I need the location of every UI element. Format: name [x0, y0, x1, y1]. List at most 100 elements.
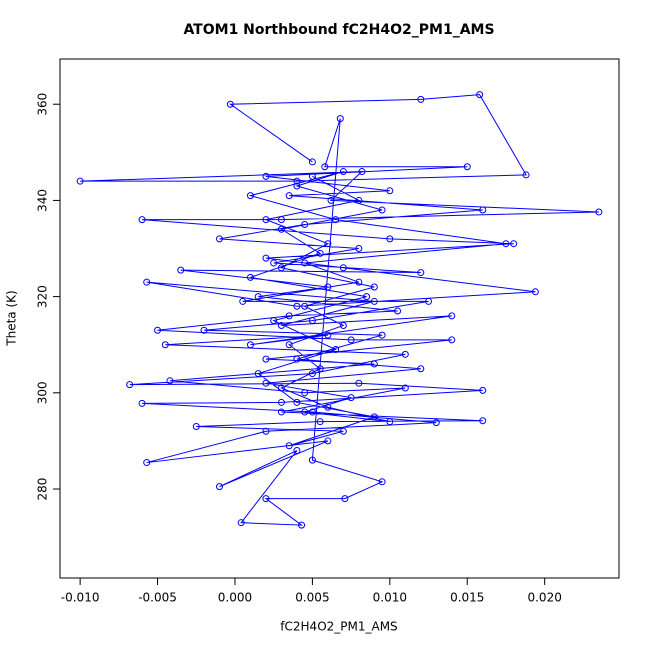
point: [237, 519, 245, 527]
point: [386, 187, 394, 195]
point: [76, 177, 84, 185]
point: [200, 326, 208, 334]
point: [510, 240, 518, 248]
point: [138, 216, 146, 224]
point: [432, 419, 440, 427]
y-axis-label: Theta (K): [5, 290, 19, 346]
point: [285, 341, 293, 349]
point: [293, 302, 301, 310]
point: [262, 427, 270, 435]
point: [463, 163, 471, 171]
point: [246, 341, 254, 349]
point: [215, 483, 223, 491]
point: [324, 283, 332, 291]
point: [479, 417, 487, 425]
point: [277, 384, 285, 392]
point: [321, 163, 329, 171]
point: [355, 278, 363, 286]
point: [339, 321, 347, 329]
point: [262, 379, 270, 387]
point: [143, 459, 151, 467]
point: [239, 297, 247, 305]
point: [341, 495, 349, 503]
plot-frame: [59, 58, 620, 579]
point: [262, 172, 270, 180]
point: [339, 427, 347, 435]
point: [316, 249, 324, 257]
point: [324, 403, 332, 411]
point: [143, 278, 151, 286]
point: [138, 399, 146, 407]
point: [358, 168, 366, 176]
point: [324, 437, 332, 445]
point: [308, 408, 316, 416]
x-tick-label: -0.005: [138, 591, 177, 605]
y-tick-label: 340: [36, 189, 50, 212]
point: [378, 206, 386, 214]
point: [270, 317, 278, 325]
point: [277, 321, 285, 329]
point: [448, 312, 456, 320]
point: [301, 220, 309, 228]
point: [293, 182, 301, 190]
y-tick-label: 320: [36, 285, 50, 308]
point: [378, 478, 386, 486]
point: [401, 384, 409, 392]
x-tick-label: 0.005: [295, 591, 329, 605]
point: [308, 172, 316, 180]
y-tick-label: 360: [36, 93, 50, 116]
point: [347, 394, 355, 402]
point: [262, 355, 270, 363]
point: [215, 235, 223, 243]
point: [332, 216, 340, 224]
point: [308, 158, 316, 166]
point: [531, 288, 539, 296]
point: [316, 365, 324, 373]
point: [254, 293, 262, 301]
point: [370, 360, 378, 368]
point: [355, 196, 363, 204]
point: [277, 225, 285, 233]
x-tick-label: 0.015: [450, 591, 484, 605]
point: [417, 365, 425, 373]
point: [277, 264, 285, 272]
series-line: [80, 94, 599, 526]
point: [347, 336, 355, 344]
point: [394, 307, 402, 315]
point: [285, 442, 293, 450]
x-tick-label: 0.000: [218, 591, 252, 605]
x-axis-label: fC2H4O2_PM1_AMS: [280, 620, 397, 634]
point: [301, 408, 309, 416]
point: [293, 398, 301, 406]
point: [293, 447, 301, 455]
point: [277, 398, 285, 406]
point: [301, 259, 309, 267]
point: [324, 331, 332, 339]
point: [246, 192, 254, 200]
point: [370, 297, 378, 305]
point: [417, 95, 425, 103]
point: [262, 495, 270, 503]
point: [502, 240, 510, 248]
point: [378, 331, 386, 339]
point: [166, 377, 174, 385]
point: [277, 216, 285, 224]
point: [308, 317, 316, 325]
point: [448, 336, 456, 344]
point: [308, 370, 316, 378]
point: [386, 235, 394, 243]
point: [316, 418, 324, 426]
point: [370, 413, 378, 421]
point: [417, 269, 425, 277]
point: [285, 312, 293, 320]
point: [476, 91, 484, 99]
point: [595, 208, 603, 216]
point: [154, 326, 162, 334]
point: [293, 355, 301, 363]
x-tick-label: 0.010: [373, 591, 407, 605]
y-tick-label: 300: [36, 381, 50, 404]
point: [161, 341, 169, 349]
point: [285, 192, 293, 200]
